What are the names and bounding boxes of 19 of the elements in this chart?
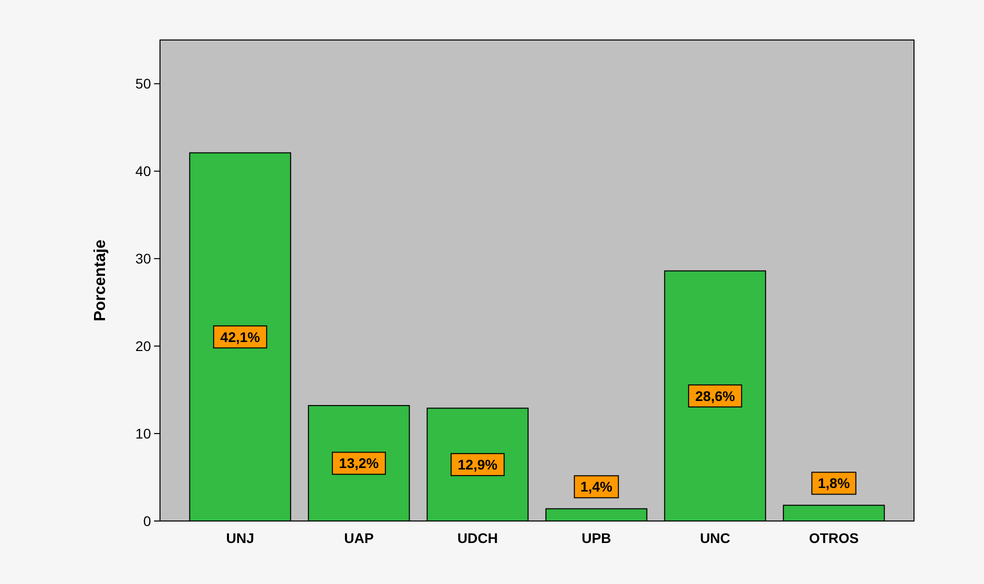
data-label: 13,2% <box>339 455 380 472</box>
y-tick-label: 0 <box>143 512 152 529</box>
x-tick-label: UNJ <box>226 530 254 546</box>
x-tick-label: UDCH <box>457 530 498 546</box>
y-tick-label: 20 <box>135 338 152 354</box>
y-axis-title: Porcentaje <box>92 239 109 322</box>
data-label: 1,4% <box>580 478 613 495</box>
x-tick-label: UAP <box>344 530 374 546</box>
y-tick-label: 40 <box>135 163 152 180</box>
x-tick-label: UPB <box>582 530 612 546</box>
data-label: 28,6% <box>695 388 736 404</box>
data-label: 12,9% <box>458 456 498 472</box>
x-tick-label: UNC <box>700 530 730 546</box>
y-tick-label: 10 <box>135 425 152 442</box>
y-tick-label: 50 <box>135 76 152 92</box>
data-label: 1,8% <box>818 475 850 492</box>
x-tick-label: OTROS <box>808 530 859 546</box>
y-tick-label: 30 <box>135 250 152 267</box>
data-label: 42,1% <box>220 328 261 345</box>
